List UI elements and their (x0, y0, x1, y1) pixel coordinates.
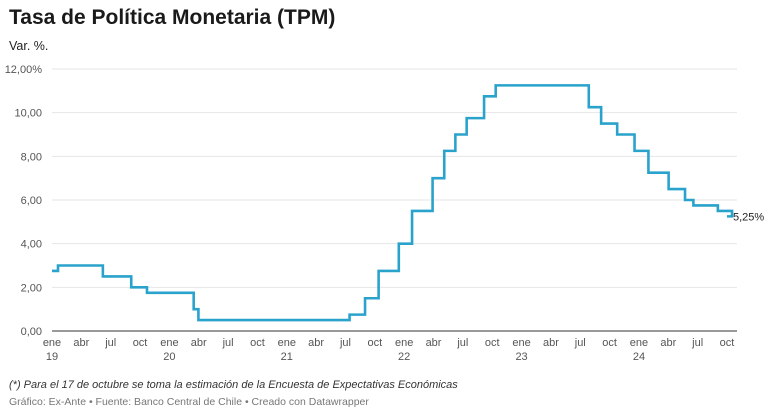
x-tick-label: abr (426, 337, 442, 349)
x-tick-label: ene (395, 337, 413, 349)
x-tick-label: ene (43, 337, 61, 349)
credits: Gráfico: Ex-Ante • Fuente: Banco Central… (9, 396, 369, 408)
chart-subtitle: Var. %. (9, 39, 49, 53)
x-tick-label: jul (691, 337, 703, 349)
x-tick-label: ene (160, 337, 178, 349)
gridlines (52, 68, 737, 288)
x-tick-label: ene (512, 337, 530, 349)
x-tick-label: jul (574, 337, 586, 349)
x-tick-label: oct (133, 337, 148, 349)
x-tick-label: ene (278, 337, 296, 349)
x-tick-label: oct (367, 337, 382, 349)
y-axis-labels: 0,00 2,00 4,00 6,00 8,00 10,00 12,00% (5, 64, 43, 338)
footnote: (*) Para el 17 de octubre se toma la est… (9, 379, 458, 391)
x-tick-label: oct (250, 337, 265, 349)
x-tick-label: ene (630, 337, 648, 349)
y-tick-label: 0,00 (21, 326, 42, 338)
y-tick-label: 10,00 (14, 108, 42, 120)
x-tick-label: abr (543, 337, 559, 349)
y-tick-label: 2,00 (21, 282, 42, 294)
y-tick-label: 12,00% (5, 64, 43, 76)
x-tick-year: 23 (515, 351, 527, 363)
x-tick-label: jul (222, 337, 234, 349)
x-tick-label: abr (73, 337, 89, 349)
chart-title: Tasa de Política Monetaria (TPM) (9, 6, 336, 29)
x-tick-label: oct (602, 337, 617, 349)
end-value-label: 5,25% (733, 211, 764, 223)
y-tick-label: 8,00 (21, 151, 42, 163)
y-tick-label: 4,00 (21, 239, 42, 251)
x-tick-year: 22 (398, 351, 410, 363)
x-tick-label: abr (191, 337, 207, 349)
x-tick-label: oct (485, 337, 500, 349)
tpm-series-line (52, 84, 734, 322)
x-tick-label: jul (104, 337, 116, 349)
x-tick-year: 24 (633, 351, 645, 363)
x-tick-year: 19 (46, 351, 58, 363)
line-chart: 0,00 2,00 4,00 6,00 8,00 10,00 12,00% ene 19 abr… (5, 64, 765, 363)
x-tick-label: abr (308, 337, 324, 349)
x-tick-label: oct (720, 337, 735, 349)
x-tick-year: 21 (281, 351, 293, 363)
y-tick-label: 6,00 (21, 195, 42, 207)
x-tick-label: jul (456, 337, 468, 349)
x-tick-label: jul (339, 337, 351, 349)
x-tick-label: abr (660, 337, 676, 349)
x-tick-year: 20 (163, 351, 175, 363)
